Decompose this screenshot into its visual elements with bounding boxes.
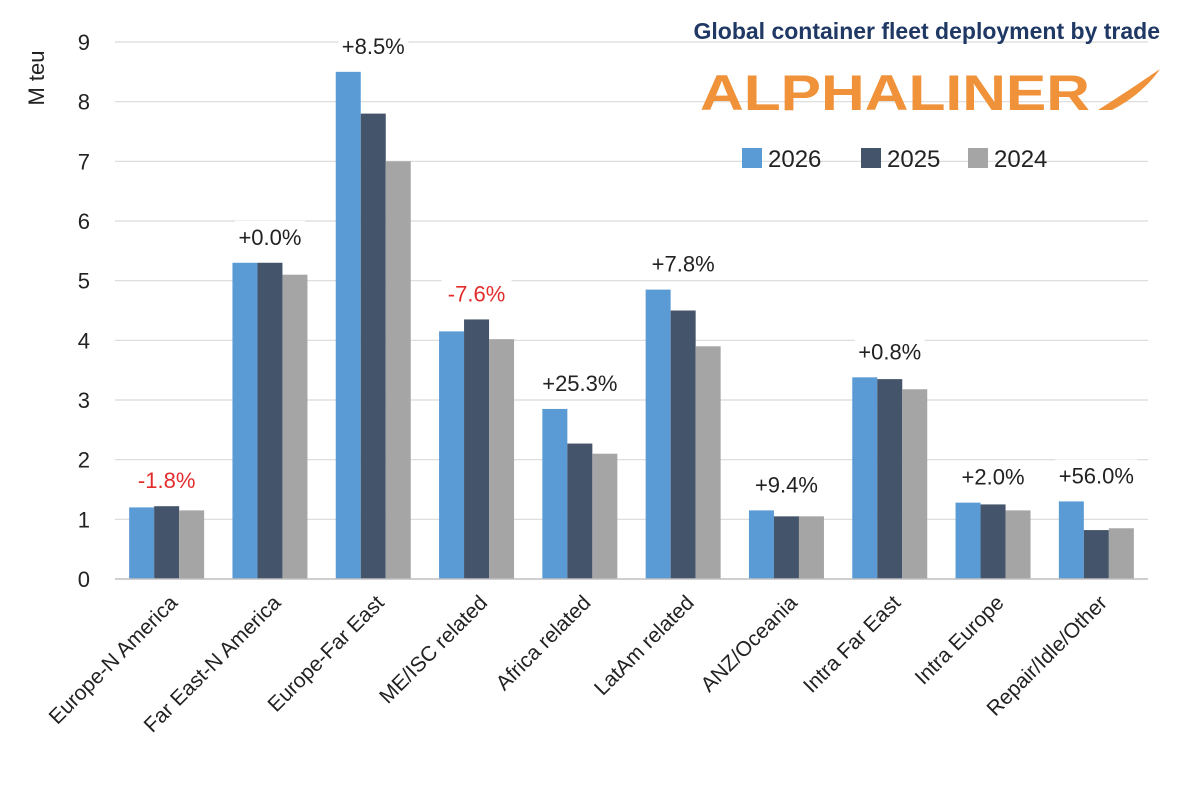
bar-2026 xyxy=(232,262,258,579)
category-label: LatAm related xyxy=(590,591,699,700)
bar-2024 xyxy=(489,339,515,579)
bar-2026 xyxy=(542,408,568,579)
bar-2026 xyxy=(335,71,361,579)
change-annotation: +25.3% xyxy=(542,371,617,396)
category-label: Intra Far East xyxy=(799,591,905,697)
bar-2024 xyxy=(902,389,928,579)
category-label: Africa related xyxy=(492,591,596,695)
y-tick-label: 1 xyxy=(78,507,90,532)
change-annotation: +8.5% xyxy=(342,34,405,59)
change-annotation: +0.0% xyxy=(238,225,301,250)
y-tick-label: 0 xyxy=(78,567,90,592)
legend-swatch-2025 xyxy=(861,148,881,168)
change-annotation: +56.0% xyxy=(1059,463,1134,488)
annotation-bg xyxy=(1055,459,1138,492)
bar-2024 xyxy=(385,161,411,580)
bar-2026 xyxy=(439,331,465,579)
legend-swatch-2024 xyxy=(968,148,988,168)
bar-2024 xyxy=(1005,510,1031,579)
change-annotation: +9.4% xyxy=(755,472,818,497)
bar-2026 xyxy=(748,510,774,579)
bar-2024 xyxy=(798,516,824,579)
bar-2024 xyxy=(592,453,618,579)
legend-label: 2026 xyxy=(768,146,821,173)
annotation-bg xyxy=(958,460,1029,493)
annotation-bg xyxy=(131,464,202,497)
chart-title: Global container fleet deployment by tra… xyxy=(694,18,1160,44)
category-label: Intra Europe xyxy=(911,591,1009,689)
y-axis-label: M teu xyxy=(24,50,49,105)
legend-label: 2025 xyxy=(887,146,940,173)
bar-2024 xyxy=(179,510,205,579)
category-label: ANZ/Oceania xyxy=(697,591,803,697)
bar-2025 xyxy=(360,113,386,579)
bar-2025 xyxy=(154,506,180,579)
bar-2026 xyxy=(852,377,878,579)
annotation-bg xyxy=(441,277,512,310)
bar-2026 xyxy=(129,507,155,579)
y-tick-label: 7 xyxy=(78,149,90,174)
category-label: ME/ISC related xyxy=(375,591,492,708)
y-tick-label: 8 xyxy=(78,90,90,115)
y-tick-label: 3 xyxy=(78,388,90,413)
annotation-bg xyxy=(538,366,621,399)
bar-2025 xyxy=(257,262,283,579)
y-tick-label: 2 xyxy=(78,448,90,473)
bar-2025 xyxy=(877,379,903,579)
bar-2025 xyxy=(1083,530,1109,579)
y-axis-ticks: 0 1 2 3 4 5 6 7 8 9 xyxy=(78,30,90,592)
y-tick-label: 9 xyxy=(78,30,90,55)
change-annotation: -1.8% xyxy=(138,468,195,493)
bar-2026 xyxy=(1058,501,1084,579)
bars xyxy=(129,71,1134,580)
legend-swatch-2026 xyxy=(742,148,762,168)
bar-2024 xyxy=(695,346,721,579)
bar-2026 xyxy=(645,289,671,579)
bar-2025 xyxy=(670,310,696,579)
bar-2024 xyxy=(282,274,308,579)
y-tick-label: 5 xyxy=(78,269,90,294)
annotation-bg xyxy=(234,220,305,253)
annotation-bg xyxy=(648,247,719,280)
legend-label: 2024 xyxy=(994,146,1047,173)
y-tick-label: 6 xyxy=(78,209,90,234)
legend: 2026 2025 2024 xyxy=(742,146,1047,173)
alphaliner-logo: ALPHALINER xyxy=(700,65,1160,121)
change-annotation: -7.6% xyxy=(448,281,505,306)
bar-2025 xyxy=(464,319,490,579)
y-tick-label: 4 xyxy=(78,328,90,353)
change-annotation: +7.8% xyxy=(652,252,715,277)
brand-logo-text: ALPHALINER xyxy=(700,65,1090,121)
brand-swoosh-icon xyxy=(1098,69,1160,110)
bar-2025 xyxy=(980,504,1006,579)
change-annotation: +2.0% xyxy=(962,465,1025,490)
annotation-bg xyxy=(338,29,409,62)
annotation-bg xyxy=(751,468,822,501)
bar-2024 xyxy=(1108,528,1134,579)
annotation-bg xyxy=(854,335,925,368)
change-annotations: -1.8% +0.0% +8.5% -7.6% +25.3% +7.8% +9.4% +0.8… xyxy=(131,29,1138,501)
bar-2026 xyxy=(955,502,981,579)
bar-2025 xyxy=(567,443,593,579)
bar-2025 xyxy=(773,516,799,579)
change-annotation: +0.8% xyxy=(858,339,921,364)
